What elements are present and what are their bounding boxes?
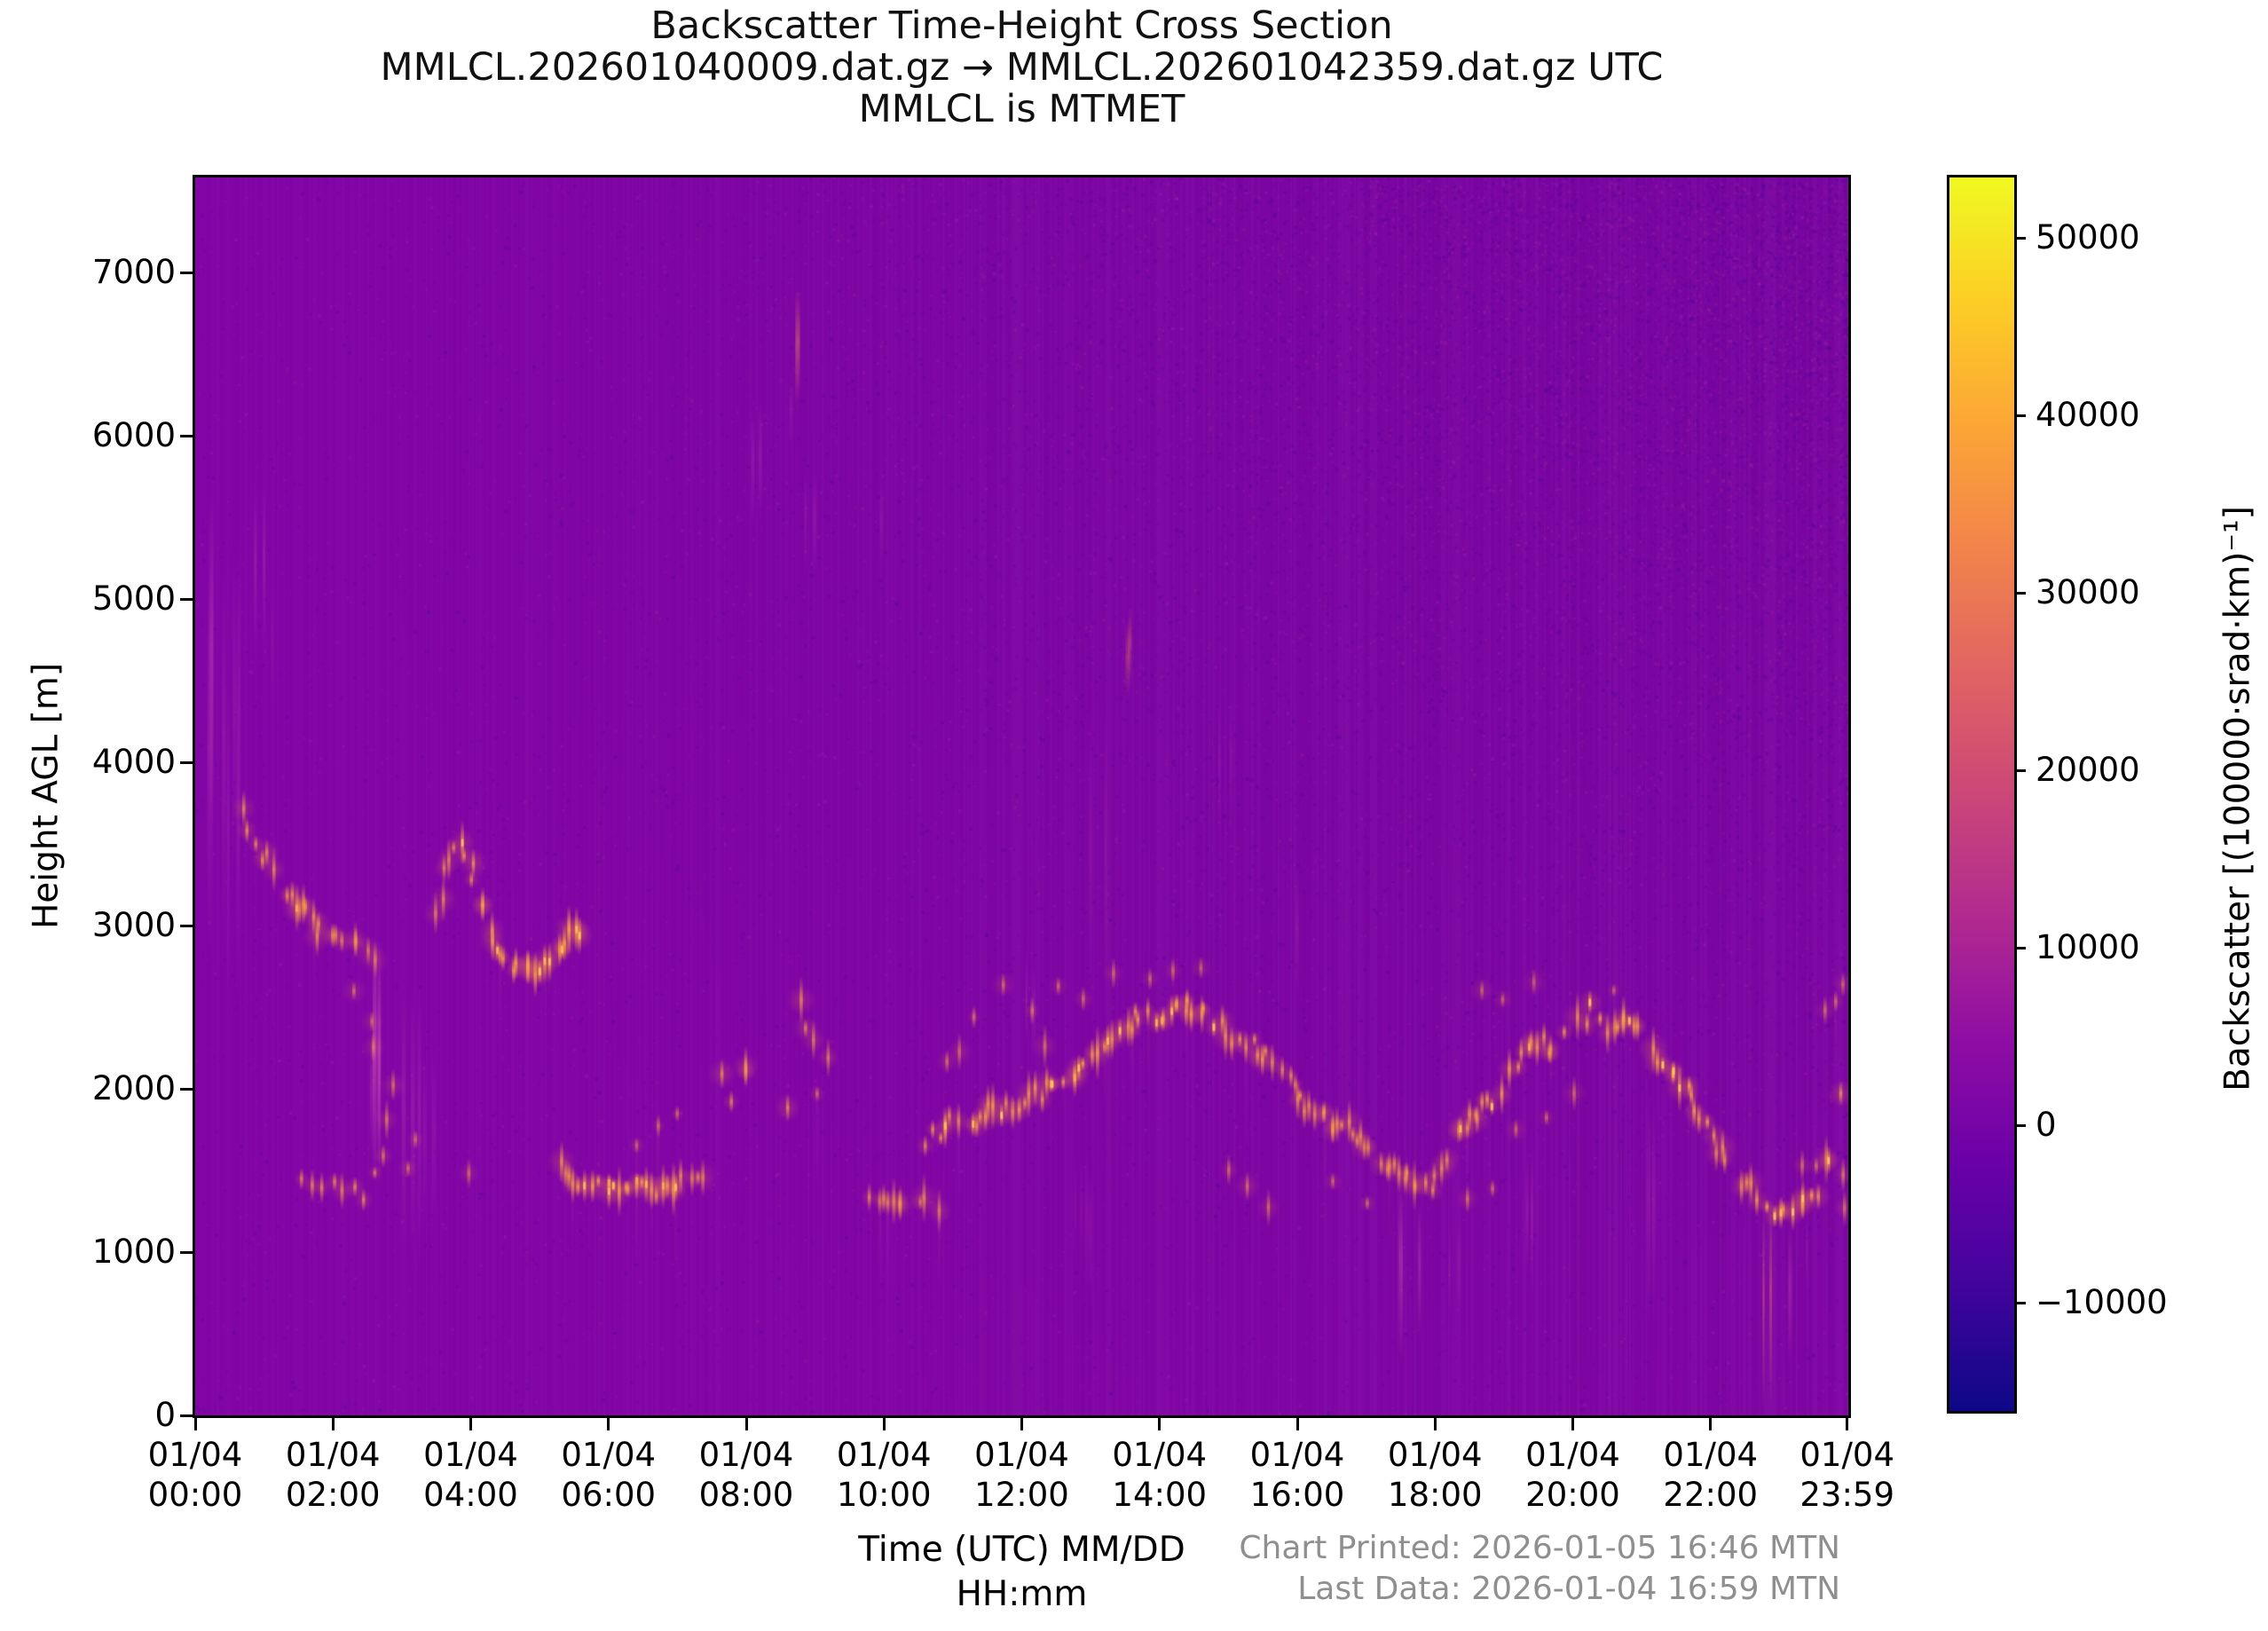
x-tick-label: 01/04 00:00 [147, 1436, 243, 1514]
x-tick-label: 01/04 10:00 [836, 1436, 932, 1514]
y-tick-mark [180, 1250, 193, 1254]
y-tick-label: 5000 [91, 579, 176, 618]
x-tick-label: 01/04 02:00 [285, 1436, 381, 1514]
x-tick-mark [469, 1418, 472, 1430]
y-tick-label: 4000 [91, 743, 176, 781]
x-tick-mark [607, 1418, 610, 1430]
x-tick-mark [1846, 1418, 1849, 1430]
x-tick-label: 01/04 23:59 [1799, 1436, 1895, 1514]
chart-title-block: Backscatter Time-Height Cross Section MM… [195, 5, 1848, 130]
colorbar [1947, 175, 2017, 1414]
x-tick-label: 01/04 22:00 [1663, 1436, 1759, 1514]
colorbar-tick-mark [2014, 414, 2026, 417]
colorbar-tick-label: 30000 [2036, 573, 2140, 611]
x-tick-mark [1020, 1418, 1023, 1430]
footer-annotations: Chart Printed: 2026-01-05 16:46 MTN Last… [1239, 1528, 1840, 1610]
y-tick-label: 6000 [91, 416, 176, 454]
x-axis-label-line1: Time (UTC) MM/DD [858, 1530, 1185, 1570]
y-axis-label: Height AGL [m] [26, 662, 67, 930]
y-tick-label: 0 [154, 1396, 176, 1434]
colorbar-tick-mark [2014, 946, 2026, 949]
x-tick-mark [882, 1418, 886, 1430]
y-tick-mark [180, 1414, 193, 1417]
colorbar-tick-mark [2014, 1123, 2026, 1127]
x-tick-label: 01/04 18:00 [1387, 1436, 1483, 1514]
colorbar-tick-label: 10000 [2036, 928, 2140, 966]
x-tick-label: 01/04 20:00 [1525, 1436, 1620, 1514]
x-tick-label: 01/04 08:00 [698, 1436, 794, 1514]
x-tick-mark [1295, 1418, 1299, 1430]
chart-printed-text: Chart Printed: 2026-01-05 16:46 MTN [1239, 1530, 1840, 1566]
colorbar-tick-label: 50000 [2036, 218, 2140, 256]
x-tick-mark [1709, 1418, 1713, 1430]
colorbar-tick-label: 0 [2036, 1106, 2057, 1144]
colorbar-tick-mark [2014, 768, 2026, 772]
x-tick-mark [193, 1418, 197, 1430]
x-tick-mark [1433, 1418, 1437, 1430]
y-tick-mark [180, 434, 193, 437]
y-tick-label: 3000 [91, 906, 176, 944]
x-axis-label: Time (UTC) MM/DD HH:mm [195, 1528, 1848, 1617]
x-tick-mark [1571, 1418, 1574, 1430]
colorbar-tick-label: −10000 [2036, 1283, 2168, 1321]
x-tick-label: 01/04 04:00 [423, 1436, 518, 1514]
colorbar-tick-label: 20000 [2036, 751, 2140, 789]
heatmap-canvas [195, 177, 1848, 1415]
y-tick-mark [180, 924, 193, 927]
x-tick-mark [744, 1418, 748, 1430]
y-tick-mark [180, 597, 193, 601]
colorbar-tick-label: 40000 [2036, 396, 2140, 434]
chart-title: Backscatter Time-Height Cross Section [650, 4, 1393, 48]
x-tick-label: 01/04 06:00 [561, 1436, 657, 1514]
y-tick-mark [180, 271, 193, 274]
x-tick-label: 01/04 12:00 [974, 1436, 1069, 1514]
y-tick-mark [180, 760, 193, 764]
y-tick-label: 7000 [91, 253, 176, 291]
colorbar-tick-mark [2014, 1301, 2026, 1304]
colorbar-label: Backscatter [(100000·srad·km)⁻¹] [2217, 506, 2258, 1091]
y-tick-mark [180, 1087, 193, 1091]
x-tick-label: 01/04 14:00 [1112, 1436, 1208, 1514]
x-axis-label-line2: HH:mm [956, 1574, 1088, 1614]
chart-subtitle-files: MMLCL.202601040009.dat.gz → MMLCL.202601… [380, 44, 1664, 90]
x-tick-mark [1158, 1418, 1162, 1430]
x-tick-label: 01/04 16:00 [1249, 1436, 1345, 1514]
y-tick-label: 2000 [91, 1069, 176, 1107]
x-tick-mark [331, 1418, 335, 1430]
colorbar-tick-mark [2014, 236, 2026, 240]
colorbar-tick-mark [2014, 591, 2026, 595]
colorbar-gradient [1949, 177, 2014, 1411]
plot-area [193, 175, 1851, 1418]
y-tick-label: 1000 [91, 1233, 176, 1271]
chart-subtitle-station: MMLCL is MTMET [858, 86, 1185, 131]
last-data-text: Last Data: 2026-01-04 16:59 MTN [1297, 1571, 1840, 1607]
